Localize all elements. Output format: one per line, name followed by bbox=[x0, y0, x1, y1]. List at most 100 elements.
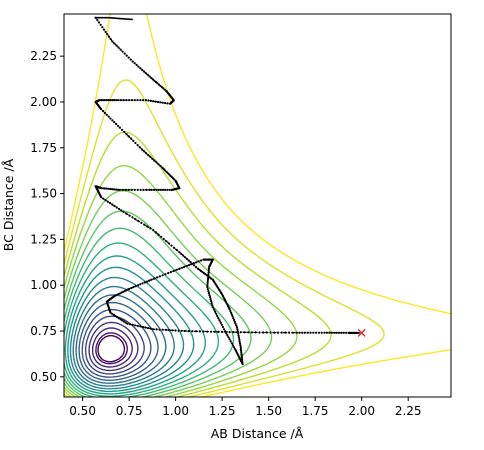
x-tick-label: 2.00 bbox=[348, 404, 375, 418]
trajectory-point bbox=[217, 330, 220, 333]
trajectory-point bbox=[121, 50, 124, 53]
trajectory-point bbox=[137, 220, 140, 223]
trajectory-point bbox=[178, 267, 181, 270]
trajectory-point bbox=[144, 72, 147, 75]
trajectory-point bbox=[119, 48, 122, 51]
trajectory-point bbox=[317, 331, 320, 334]
trajectory-point bbox=[185, 257, 188, 260]
trajectory-point bbox=[125, 133, 128, 136]
trajectory-point bbox=[152, 100, 155, 103]
trajectory-point bbox=[123, 52, 126, 55]
trajectory-point bbox=[206, 330, 209, 333]
trajectory-point bbox=[149, 327, 152, 330]
contour-level-line bbox=[91, 327, 133, 368]
contour-level-line bbox=[81, 308, 152, 378]
trajectory-point bbox=[210, 302, 213, 305]
trajectory-point bbox=[211, 304, 214, 307]
trajectory-point bbox=[315, 331, 318, 334]
trajectory-point bbox=[240, 353, 243, 356]
trajectory-point bbox=[180, 266, 183, 269]
contour-level-line bbox=[75, 294, 167, 384]
y-tick-label: 1.75 bbox=[30, 141, 57, 155]
trajectory-point bbox=[141, 282, 144, 285]
x-tick-label: 1.25 bbox=[209, 404, 236, 418]
trajectory-point bbox=[129, 137, 133, 140]
trajectory-point bbox=[139, 325, 142, 328]
trajectory-point bbox=[117, 46, 120, 49]
trajectory-point bbox=[202, 258, 205, 261]
trajectory-point bbox=[228, 338, 231, 341]
trajectory-point bbox=[222, 328, 226, 331]
trajectory-point bbox=[122, 210, 125, 213]
trajectory-point bbox=[185, 264, 188, 268]
trajectory-point bbox=[207, 275, 210, 279]
trajectory-point bbox=[166, 102, 169, 105]
trajectory-point bbox=[162, 237, 165, 241]
trajectory-point bbox=[312, 331, 315, 334]
trajectory-point bbox=[104, 199, 107, 202]
trajectory-point bbox=[357, 331, 360, 334]
trajectory-point bbox=[109, 202, 112, 205]
trajectory-point bbox=[139, 99, 142, 102]
trajectory-point bbox=[122, 320, 125, 323]
contour-level-line bbox=[64, 165, 298, 397]
trajectory-point bbox=[166, 188, 169, 191]
trajectory-point bbox=[254, 331, 257, 334]
trajectory-point bbox=[124, 321, 127, 324]
trajectory-point bbox=[171, 329, 174, 332]
trajectory-point bbox=[235, 326, 239, 329]
trajectory-point bbox=[125, 212, 128, 215]
trajectory-point bbox=[155, 161, 158, 164]
trajectory-point bbox=[207, 269, 210, 272]
trajectory-point bbox=[206, 277, 210, 281]
trajectory-point bbox=[157, 233, 160, 236]
trajectory-point bbox=[157, 188, 160, 191]
trajectory-point bbox=[111, 188, 114, 191]
trajectory-point bbox=[195, 266, 198, 269]
trajectory-point bbox=[230, 313, 233, 316]
trajectory-point bbox=[168, 188, 171, 191]
trajectory-point bbox=[148, 279, 151, 282]
trajectory-point bbox=[291, 331, 294, 334]
trajectory-point bbox=[206, 285, 209, 289]
trajectory-point bbox=[100, 108, 103, 111]
trajectory-point bbox=[230, 342, 233, 345]
y-tick-label: 1.25 bbox=[30, 232, 57, 246]
x-tick-label: 0.50 bbox=[69, 404, 96, 418]
trajectory-point bbox=[200, 259, 203, 262]
contour-level-line bbox=[64, 131, 332, 397]
trajectory-point bbox=[114, 314, 117, 318]
trajectory-point bbox=[219, 321, 222, 324]
trajectory-point bbox=[239, 346, 242, 349]
trajectory-point bbox=[155, 188, 158, 191]
trajectory-point bbox=[183, 329, 186, 333]
trajectory-point bbox=[295, 331, 298, 334]
trajectory-point bbox=[147, 327, 150, 330]
trajectory-point bbox=[236, 328, 239, 331]
trajectory-point bbox=[280, 331, 283, 334]
trajectory-point bbox=[113, 121, 116, 124]
trajectory-point bbox=[195, 261, 198, 264]
end-marker bbox=[357, 328, 366, 337]
trajectory-point bbox=[142, 70, 146, 73]
x-tick-label: 0.75 bbox=[116, 404, 143, 418]
trajectory-point bbox=[105, 113, 108, 116]
trajectory-point bbox=[141, 325, 144, 329]
trajectory-point bbox=[143, 223, 146, 226]
y-tick-label: 1.00 bbox=[30, 278, 57, 292]
trajectory-point bbox=[206, 288, 209, 291]
trajectory-point bbox=[206, 283, 209, 287]
trajectory-point bbox=[164, 328, 168, 331]
trajectory-point bbox=[133, 62, 136, 65]
trajectory-point bbox=[127, 56, 130, 59]
trajectory-point bbox=[102, 28, 106, 31]
trajectory-point bbox=[149, 227, 152, 230]
trajectory-point bbox=[337, 331, 341, 334]
trajectory-point bbox=[170, 188, 173, 191]
trajectory-point bbox=[113, 99, 116, 102]
trajectory-point bbox=[158, 275, 161, 278]
trajectory-point bbox=[134, 218, 137, 221]
trajectory-point bbox=[139, 283, 142, 286]
trajectory-point bbox=[138, 146, 141, 149]
trajectory-point bbox=[146, 73, 149, 76]
